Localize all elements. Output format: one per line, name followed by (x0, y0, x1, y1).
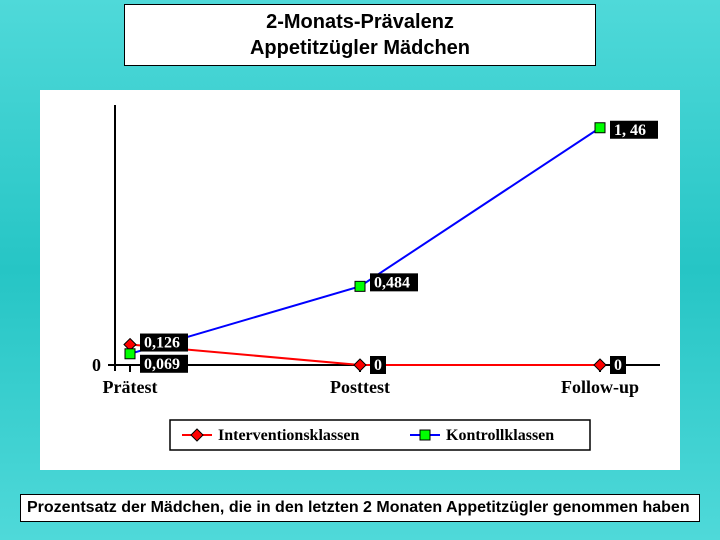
chart-svg: Prätest Posttest Follow-up 0 0,126 0,069 0 0,48… (40, 90, 680, 470)
title-line-1: 2-Monats-Prävalenz (125, 9, 595, 35)
svg-text:Interventionsklassen: Interventionsklassen (218, 427, 359, 444)
svg-text:0: 0 (92, 355, 101, 375)
svg-text:Follow-up: Follow-up (561, 377, 639, 397)
caption-text: Prozentsatz der Mädchen, die in den letz… (27, 499, 690, 516)
svg-text:Kontrollklassen: Kontrollklassen (446, 427, 554, 444)
caption-box: Prozentsatz der Mädchen, die in den letz… (20, 494, 700, 522)
chart-area: Prätest Posttest Follow-up 0 0,126 0,069 0 0,48… (40, 90, 680, 470)
slide-root: 2-Monats-Prävalenz Appetitzügler Mädchen… (0, 0, 720, 540)
title-box: 2-Monats-Prävalenz Appetitzügler Mädchen (124, 4, 596, 66)
svg-text:0,126: 0,126 (144, 335, 180, 352)
svg-text:Posttest: Posttest (330, 377, 390, 397)
svg-text:0: 0 (374, 357, 382, 374)
svg-text:0,484: 0,484 (374, 274, 410, 291)
title-line-2: Appetitzügler Mädchen (125, 35, 595, 61)
svg-text:0,069: 0,069 (144, 356, 180, 373)
svg-text:0: 0 (614, 357, 622, 374)
svg-text:Prätest: Prätest (103, 377, 158, 397)
svg-text:1, 46: 1, 46 (614, 122, 646, 139)
